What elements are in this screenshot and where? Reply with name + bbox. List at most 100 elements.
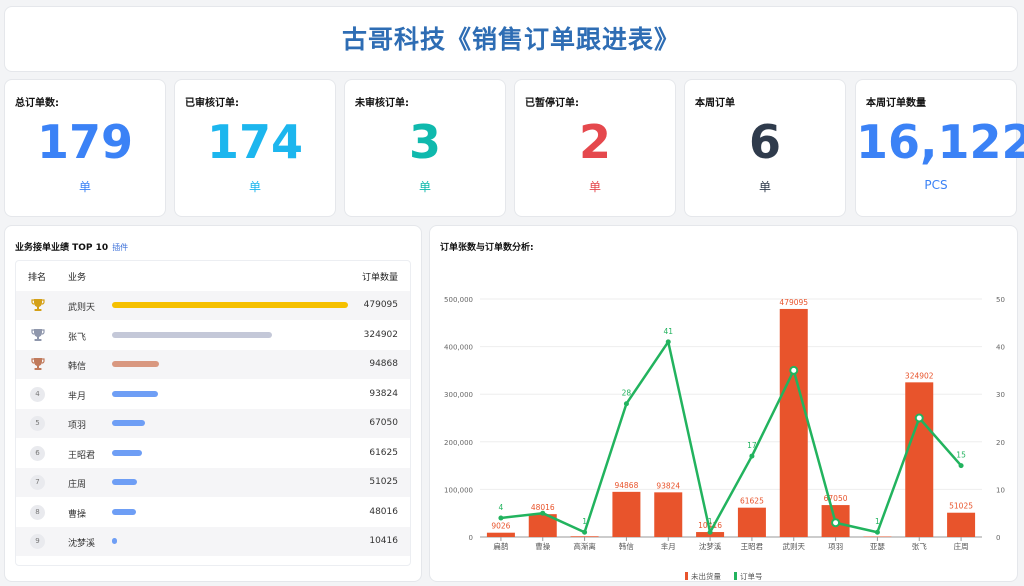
line-data-label: 1 [582, 517, 587, 526]
bar [486, 532, 515, 537]
performance-bar [112, 449, 143, 456]
x-tick-label: 张飞 [912, 542, 927, 551]
kpi-label: 本周订单 [695, 98, 735, 109]
y-left-tick-label: 500,000 [444, 296, 473, 304]
y-right-tick-label: 10 [996, 486, 1005, 494]
x-tick-label: 沈梦溪 [699, 541, 722, 551]
y-left-tick-label: 300,000 [444, 391, 473, 399]
y-right-tick-label: 0 [996, 534, 1000, 542]
performance-bar [112, 302, 348, 308]
table-row[interactable]: 韩信 94868 [16, 350, 410, 379]
table-row[interactable]: 4 芈月 93824 [16, 380, 410, 409]
rank-badge: 4 [30, 386, 45, 402]
bar [612, 491, 641, 537]
salesperson-name: 项羽 [68, 421, 87, 431]
name-column-header: 业务 [68, 273, 87, 283]
line-point [914, 413, 924, 423]
ranking-table: 排名 业务 订单数量 武则天 479095 张飞 324902 韩信 94868… [15, 260, 411, 566]
ranking-panel: 业务接单业绩 TOP 10 插件 排名 业务 订单数量 武则天 479095 张飞… [4, 225, 422, 582]
bar [947, 512, 976, 537]
x-tick-label: 亚瑟 [870, 542, 886, 551]
ranking-title-text: 业务接单业绩 TOP 10 [15, 243, 109, 253]
line-point [665, 339, 671, 345]
legend-swatch [685, 572, 688, 580]
line-point [707, 529, 713, 535]
legend-label: 订单号 [740, 571, 763, 581]
kpi-value: 174 [206, 115, 304, 169]
x-tick-label: 韩信 [619, 541, 634, 551]
table-row[interactable]: 7 庄周 51025 [16, 468, 410, 497]
line-point [498, 515, 504, 521]
bar [654, 492, 683, 537]
x-tick-label: 武则天 [783, 541, 806, 551]
performance-bar [112, 538, 118, 544]
y-left-tick-label: 400,000 [444, 344, 473, 352]
salesperson-name: 韩信 [68, 362, 87, 372]
bar-data-label: 93824 [656, 481, 680, 490]
order-count-line [500, 340, 963, 534]
kpi-label: 总订单数: [15, 98, 59, 109]
order-quantity: 67050 [369, 418, 398, 428]
bar-data-label: 61625 [740, 497, 764, 506]
kpi-card: 已审核订单: 174 单 [174, 79, 336, 217]
y-left-tick-label: 0 [469, 534, 473, 542]
rank-badge: 7 [30, 475, 45, 490]
header-card: 古哥科技《销售订单跟进表》 [4, 6, 1018, 72]
bar [905, 382, 934, 537]
rank-badge: 9 [30, 534, 45, 549]
rank-badge: 8 [30, 504, 45, 520]
line-point [582, 529, 588, 535]
bar [779, 308, 808, 537]
salesperson-name: 芈月 [68, 391, 87, 402]
bar [737, 507, 766, 537]
kpi-unit: PCS [924, 178, 948, 192]
order-quantity: 324902 [363, 329, 398, 340]
table-row[interactable]: 6 王昭君 61625 [16, 439, 410, 468]
chart-panel: 订单张数与订单数分析: 0 0 100,000 10 200,000 20 300,000 3… [429, 225, 1018, 582]
x-tick-label: 高渐离 [573, 541, 596, 551]
kpi-card: 本周订单 6 单 [684, 79, 846, 217]
line-data-label: 17 [747, 441, 757, 450]
table-header: 排名 业务 订单数量 [16, 261, 410, 291]
x-tick-label: 庄周 [954, 541, 969, 551]
kpi-value: 16,122 [856, 115, 1024, 169]
order-quantity: 479095 [363, 300, 398, 310]
legend-label: 未出货量 [691, 571, 721, 581]
kpi-unit: 单 [588, 180, 601, 194]
x-tick-label: 芈月 [661, 541, 676, 551]
x-tick-label: 扁鹊 [493, 541, 508, 551]
line-data-label: 28 [622, 389, 632, 398]
kpi-value: 179 [36, 115, 134, 169]
x-tick-label: 项羽 [828, 542, 843, 551]
kpi-label: 已审核订单: [185, 98, 239, 109]
bar-data-label: 324902 [905, 371, 934, 380]
table-row[interactable]: 8 曹操 48016 [16, 498, 410, 527]
bar-data-label: 10416 [698, 521, 722, 530]
line-point [789, 365, 799, 375]
kpi-value: 6 [748, 115, 781, 169]
performance-bar [112, 331, 273, 338]
kpi-label: 本周订单数量 [866, 98, 926, 109]
kpi-card: 已暂停订单: 2 单 [514, 79, 676, 217]
performance-bar [112, 479, 138, 485]
salesperson-name: 武则天 [68, 303, 96, 313]
y-left-tick-label: 200,000 [444, 439, 473, 447]
kpi-label: 已暂停订单: [525, 98, 579, 109]
order-quantity: 61625 [369, 447, 398, 458]
y-right-tick-label: 30 [996, 391, 1005, 399]
bar [570, 536, 599, 537]
y-left-tick-label: 100,000 [444, 486, 473, 494]
silver-trophy-icon [31, 328, 45, 341]
order-quantity: 51025 [369, 477, 398, 487]
table-row[interactable]: 5 项羽 67050 [16, 409, 410, 438]
x-tick-label: 王昭君 [741, 542, 764, 551]
table-row[interactable]: 张飞 324902 [16, 321, 410, 350]
table-row[interactable]: 9 沈梦溪 10416 [16, 527, 410, 556]
ranking-title: 业务接单业绩 TOP 10 插件 [15, 240, 128, 253]
line-point [540, 510, 546, 516]
line-data-label: 41 [663, 327, 673, 336]
line-point [874, 529, 880, 535]
rank-badge: 6 [30, 445, 45, 461]
table-row[interactable]: 武则天 479095 [16, 291, 410, 320]
plugin-link[interactable]: 插件 [112, 243, 129, 252]
